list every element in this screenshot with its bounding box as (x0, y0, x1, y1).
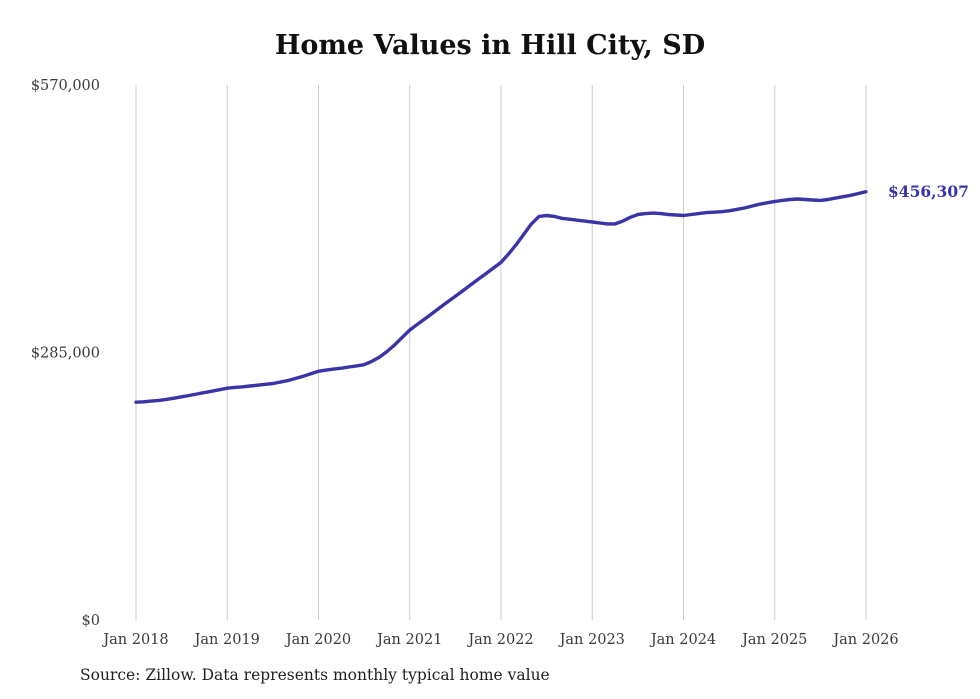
y-tick-label: $570,000 (31, 78, 100, 94)
y-tick-label: $285,000 (31, 346, 100, 362)
value-line (134, 190, 868, 404)
x-tick-label: Jan 2025 (740, 632, 807, 648)
x-tick-label: Jan 2026 (831, 632, 898, 648)
x-tick-label: Jan 2020 (284, 632, 351, 648)
source-note: Source: Zillow. Data represents monthly … (80, 666, 550, 684)
end-value-label: $456,307 (888, 181, 969, 201)
chart-title: Home Values in Hill City, SD (274, 30, 706, 61)
x-tick-label: Jan 2018 (101, 632, 168, 648)
x-tick-label: Jan 2022 (466, 632, 533, 648)
x-tick-label: Jan 2023 (558, 632, 625, 648)
x-tick-label: Jan 2024 (649, 632, 716, 648)
x-tick-label: Jan 2019 (193, 632, 260, 648)
x-tick-label: Jan 2021 (375, 632, 442, 648)
y-tick-label: $0 (82, 613, 100, 629)
